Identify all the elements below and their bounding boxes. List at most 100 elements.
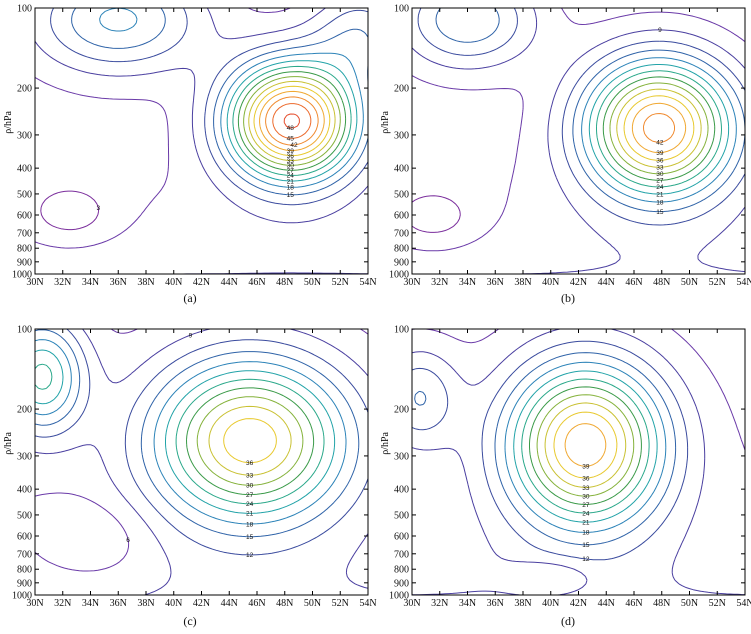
panel-label-c: (c) xyxy=(183,614,196,628)
x-tick-label-d: 38N xyxy=(514,598,531,609)
contour-label-c-12: 12 xyxy=(246,552,254,559)
x-tick-label-c: 36N xyxy=(110,598,127,609)
contour-label-b-24: 24 xyxy=(656,184,664,191)
y-tick-label-a: 1000 xyxy=(12,270,32,281)
contour-label-a-48: 48 xyxy=(287,125,295,132)
contour-label-d-30: 30 xyxy=(582,493,590,500)
contour-d-9 xyxy=(412,329,745,595)
contour-label-a-39: 39 xyxy=(287,148,295,155)
y-tick-label-b: 100 xyxy=(394,4,409,15)
panel-c: 6 9 12 15 18 21 24 27 30 33 36 30N 32N 34N 36N 38N 40N 42… xyxy=(3,325,377,629)
contour-d-21 xyxy=(513,370,658,523)
contour-c-18 xyxy=(35,339,347,525)
x-tick-label-c: 30N xyxy=(26,598,43,609)
y-axis-label-a: ρ/hPa xyxy=(3,110,14,133)
contour-label-c-33: 33 xyxy=(246,473,254,480)
x-tick-label-a: 42N xyxy=(193,277,210,288)
contour-a-36 xyxy=(253,85,331,157)
contour-label-d-27: 27 xyxy=(582,502,590,509)
y-tick-label-d: 500 xyxy=(394,510,409,521)
y-tick-label-c: 800 xyxy=(17,565,32,576)
x-tick-label-c: 34N xyxy=(82,598,99,609)
contour-label-a-3: 3 xyxy=(96,205,100,212)
contour-d-27 xyxy=(529,386,642,505)
contour-label-c-36: 36 xyxy=(246,460,254,467)
contour-b-33 xyxy=(616,88,702,168)
x-tick-label-a: 40N xyxy=(165,277,182,288)
y-tick-label-c: 100 xyxy=(17,325,32,336)
y-tick-label-d: 800 xyxy=(394,565,409,576)
contour-a-9 xyxy=(35,8,368,274)
contour-label-a-15: 15 xyxy=(287,192,295,199)
y-tick-label-b: 800 xyxy=(394,244,409,255)
contour-label-a-27: 27 xyxy=(287,168,295,175)
x-tick-label-a: 38N xyxy=(137,277,154,288)
y-tick-label-b: 500 xyxy=(394,189,409,200)
y-tick-label-a: 800 xyxy=(17,244,32,255)
x-tick-label-b: 36N xyxy=(487,277,504,288)
x-tick-label-a: 30N xyxy=(26,277,43,288)
contour-b-6 xyxy=(412,8,745,252)
contour-a-33 xyxy=(248,80,336,161)
contour-c-6 xyxy=(35,329,368,572)
contour-c-24 xyxy=(35,363,325,505)
x-tick-label-a: 32N xyxy=(54,277,71,288)
contour-b-42 xyxy=(643,113,675,143)
contour-label-c-24: 24 xyxy=(246,501,254,508)
contour-label-c-21: 21 xyxy=(246,511,254,518)
y-tick-label-a: 300 xyxy=(17,130,32,141)
y-tick-label-d: 300 xyxy=(394,451,409,462)
contour-label-c-18: 18 xyxy=(246,521,254,528)
contour-label-d-36: 36 xyxy=(582,475,590,482)
y-axis-label-c: ρ/hPa xyxy=(3,431,14,454)
contour-d-33 xyxy=(544,402,627,488)
contour-label-b-30: 30 xyxy=(656,171,664,178)
x-tick-label-c: 50N xyxy=(304,598,321,609)
contour-b-24 xyxy=(596,70,722,188)
contour-label-c-6: 6 xyxy=(126,537,130,544)
contour-b-39 xyxy=(631,102,687,154)
x-tick-label-d: 52N xyxy=(709,598,726,609)
y-tick-label-c: 700 xyxy=(17,549,32,560)
x-tick-label-b: 38N xyxy=(514,277,531,288)
contour-b-30 xyxy=(609,82,709,175)
y-tick-label-b: 200 xyxy=(394,84,409,95)
contour-d-36 xyxy=(553,411,618,479)
contour-label-b-39: 39 xyxy=(656,150,664,157)
x-tick-label-b: 34N xyxy=(459,277,476,288)
y-tick-label-c: 500 xyxy=(17,510,32,521)
contour-a-39 xyxy=(259,90,325,151)
y-tick-label-c: 300 xyxy=(17,451,32,462)
contour-label-a-33: 33 xyxy=(287,158,295,165)
x-tick-label-d: 50N xyxy=(681,598,698,609)
y-tick-label-d: 1000 xyxy=(389,591,409,602)
panel-label-b: (b) xyxy=(561,291,575,305)
y-tick-label-b: 700 xyxy=(394,228,409,239)
panel-label-d: (d) xyxy=(561,614,575,628)
y-tick-label-a: 900 xyxy=(17,257,32,268)
x-tick-label-b: 54N xyxy=(736,277,751,288)
contour-c-36 xyxy=(223,418,277,464)
contour-a-45 xyxy=(272,103,312,139)
contour-label-a-42: 42 xyxy=(290,142,298,149)
x-tick-label-b: 50N xyxy=(681,277,698,288)
y-tick-label-a: 700 xyxy=(17,228,32,239)
contour-label-c-30: 30 xyxy=(246,483,254,490)
y-tick-label-a: 200 xyxy=(17,84,32,95)
contour-a-42 xyxy=(265,96,319,146)
panel-label-a: (a) xyxy=(183,291,196,305)
contour-c-27 xyxy=(186,387,315,496)
contour-label-d-39: 39 xyxy=(582,464,590,471)
contour-c-21 xyxy=(35,349,336,514)
x-tick-label-d: 30N xyxy=(403,598,420,609)
contour-d-6 xyxy=(412,329,745,451)
x-tick-label-c: 32N xyxy=(54,598,71,609)
y-tick-label-c: 900 xyxy=(17,578,32,589)
contour-a-15 xyxy=(71,8,368,196)
x-tick-label-d: 42N xyxy=(570,598,587,609)
x-tick-label-a: 46N xyxy=(248,277,265,288)
contour-a-3 xyxy=(40,190,100,231)
